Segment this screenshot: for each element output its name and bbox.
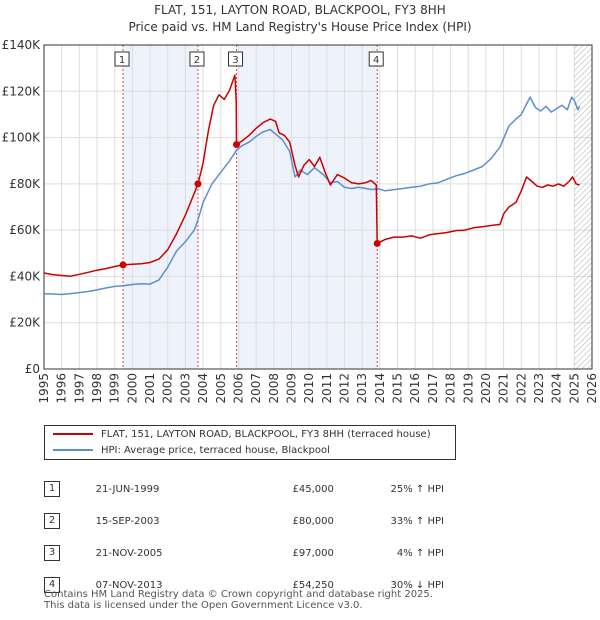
transaction-point (119, 261, 127, 269)
x-tick-label: 2011 (320, 373, 334, 404)
sale-hpi-change: 4% ↑ HPI (396, 547, 444, 559)
forecast-hatch-region (574, 45, 592, 369)
legend-label-hpi: HPI: Average price, terraced house, Blac… (101, 445, 330, 456)
sale-hpi-change: 30% ↓ HPI (390, 579, 444, 591)
transaction-label: 2 (194, 55, 200, 66)
x-tick-label: 2015 (391, 373, 405, 404)
sale-date: 21-NOV-2005 (95, 547, 163, 559)
sales-table: 1 21-JUN-1999 £45,000 25% ↑ HPI 2 15-SEP… (44, 473, 444, 601)
ownership-period-shade (236, 45, 378, 369)
y-tick-label: £0 (25, 362, 40, 376)
legend-label-property: FLAT, 151, LAYTON ROAD, BLACKPOOL, FY3 8… (101, 429, 431, 440)
hpi-line (43, 96, 581, 296)
transaction-point (194, 180, 202, 188)
sale-date: 15-SEP-2003 (95, 515, 160, 527)
x-tick-label: 2025 (567, 373, 581, 404)
x-tick-label: 2009 (284, 373, 298, 404)
sale-price: £45,000 (292, 483, 334, 495)
x-tick-label: 2010 (302, 373, 316, 404)
x-tick-label: 2023 (532, 373, 546, 404)
x-tick-label: 2002 (161, 373, 175, 404)
transaction-label: 1 (119, 55, 125, 66)
chart-legend: FLAT, 151, LAYTON ROAD, BLACKPOOL, FY3 8… (44, 425, 456, 460)
x-tick-label: 2026 (585, 373, 599, 404)
y-tick-label: £20K (9, 316, 41, 330)
sale-date: 07-NOV-2013 (95, 579, 163, 591)
plot-area: £0 £20K £40K £60K £80K £100K £120K £140K 1995 199… (2, 38, 599, 404)
transaction-label-box (189, 51, 205, 67)
sale-number-badge: 1 (44, 481, 60, 497)
x-tick-label: 2018 (444, 373, 458, 404)
table-row: 1 21-JUN-1999 £45,000 25% ↑ HPI (44, 473, 444, 505)
x-tick-label: 2014 (373, 373, 387, 404)
x-tick-label: 1997 (72, 373, 86, 404)
plot-frame (43, 44, 593, 370)
sale-date: 21-JUN-1999 (95, 483, 160, 495)
x-tick-label: 2007 (249, 373, 263, 404)
x-tick-label: 1996 (55, 373, 69, 404)
table-row: 4 07-NOV-2013 £54,250 30% ↓ HPI (44, 569, 444, 601)
ownership-period-shade (123, 45, 198, 369)
x-tick-label: 2017 (426, 373, 440, 404)
legend-swatch-hpi (53, 449, 93, 451)
x-tick-label: 2024 (550, 373, 564, 404)
y-tick-label: £40K (9, 269, 41, 283)
y-tick-label: £60K (9, 223, 41, 237)
transaction-label: 3 (232, 55, 238, 66)
sale-hpi-change: 25% ↑ HPI (390, 483, 444, 495)
footer-line-licence: This data is licensed under the Open Gov… (44, 600, 363, 611)
x-tick-label: 1998 (90, 373, 104, 404)
legend-swatch-property (53, 433, 93, 435)
footer-attribution: Contains HM Land Registry data © Crown c… (44, 589, 433, 611)
y-tick-label: £80K (9, 177, 41, 191)
x-tick-label: 2019 (461, 373, 475, 404)
x-tick-label: 2006 (231, 373, 245, 404)
x-tick-label: 2001 (143, 373, 157, 404)
x-tick-label: 2021 (497, 373, 511, 404)
transaction-point (373, 239, 381, 247)
chart-subtitle: Price paid vs. HM Land Registry's House … (128, 20, 471, 34)
transaction-label-box (114, 51, 130, 67)
sale-number-badge: 3 (44, 545, 60, 561)
y-tick-label: £120K (2, 84, 42, 98)
sale-price: £80,000 (292, 515, 334, 527)
transaction-point (233, 141, 241, 149)
legend-item-hpi: HPI: Average price, terraced house, Blac… (53, 443, 330, 459)
x-tick-label: 2020 (479, 373, 493, 404)
transaction-label-box (228, 51, 244, 67)
footer-line-copyright: Contains HM Land Registry data © Crown c… (44, 589, 433, 600)
price-chart: FLAT, 151, LAYTON ROAD, BLACKPOOL, FY3 8… (2, 3, 599, 404)
x-tick-label: 2013 (355, 373, 369, 404)
sale-price: £54,250 (292, 579, 334, 591)
table-row: 3 21-NOV-2005 £97,000 4% ↑ HPI (44, 537, 444, 569)
transaction-label-box (368, 51, 384, 67)
x-tick-label: 2000 (125, 373, 139, 404)
x-tick-label: 2003 (178, 373, 192, 404)
x-tick-label: 1999 (108, 373, 122, 404)
x-tick-label: 2005 (214, 373, 228, 404)
sale-number-badge: 2 (44, 513, 60, 529)
x-tick-label: 1995 (37, 373, 51, 404)
x-tick-label: 2008 (267, 373, 281, 404)
sale-hpi-change: 33% ↑ HPI (390, 515, 444, 527)
x-tick-label: 2004 (196, 373, 210, 404)
legend-item-property: FLAT, 151, LAYTON ROAD, BLACKPOOL, FY3 8… (53, 427, 431, 443)
chart-title: FLAT, 151, LAYTON ROAD, BLACKPOOL, FY3 8… (154, 3, 446, 17)
sale-number-badge: 4 (44, 577, 60, 593)
y-tick-label: £140K (2, 38, 42, 52)
transaction-label: 4 (373, 55, 379, 66)
x-tick-label: 2022 (514, 373, 528, 404)
x-tick-label: 2012 (338, 373, 352, 404)
y-tick-label: £100K (2, 131, 42, 145)
sale-price: £97,000 (292, 547, 334, 559)
property-price-line (43, 74, 580, 277)
x-tick-label: 2016 (408, 373, 422, 404)
table-row: 2 15-SEP-2003 £80,000 33% ↑ HPI (44, 505, 444, 537)
